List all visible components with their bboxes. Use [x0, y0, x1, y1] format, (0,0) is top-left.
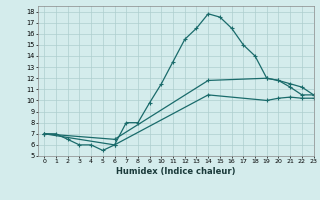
X-axis label: Humidex (Indice chaleur): Humidex (Indice chaleur)	[116, 167, 236, 176]
